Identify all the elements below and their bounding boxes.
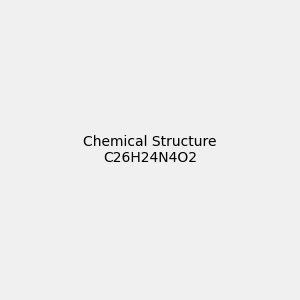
Text: Chemical Structure
C26H24N4O2: Chemical Structure C26H24N4O2 xyxy=(83,135,217,165)
